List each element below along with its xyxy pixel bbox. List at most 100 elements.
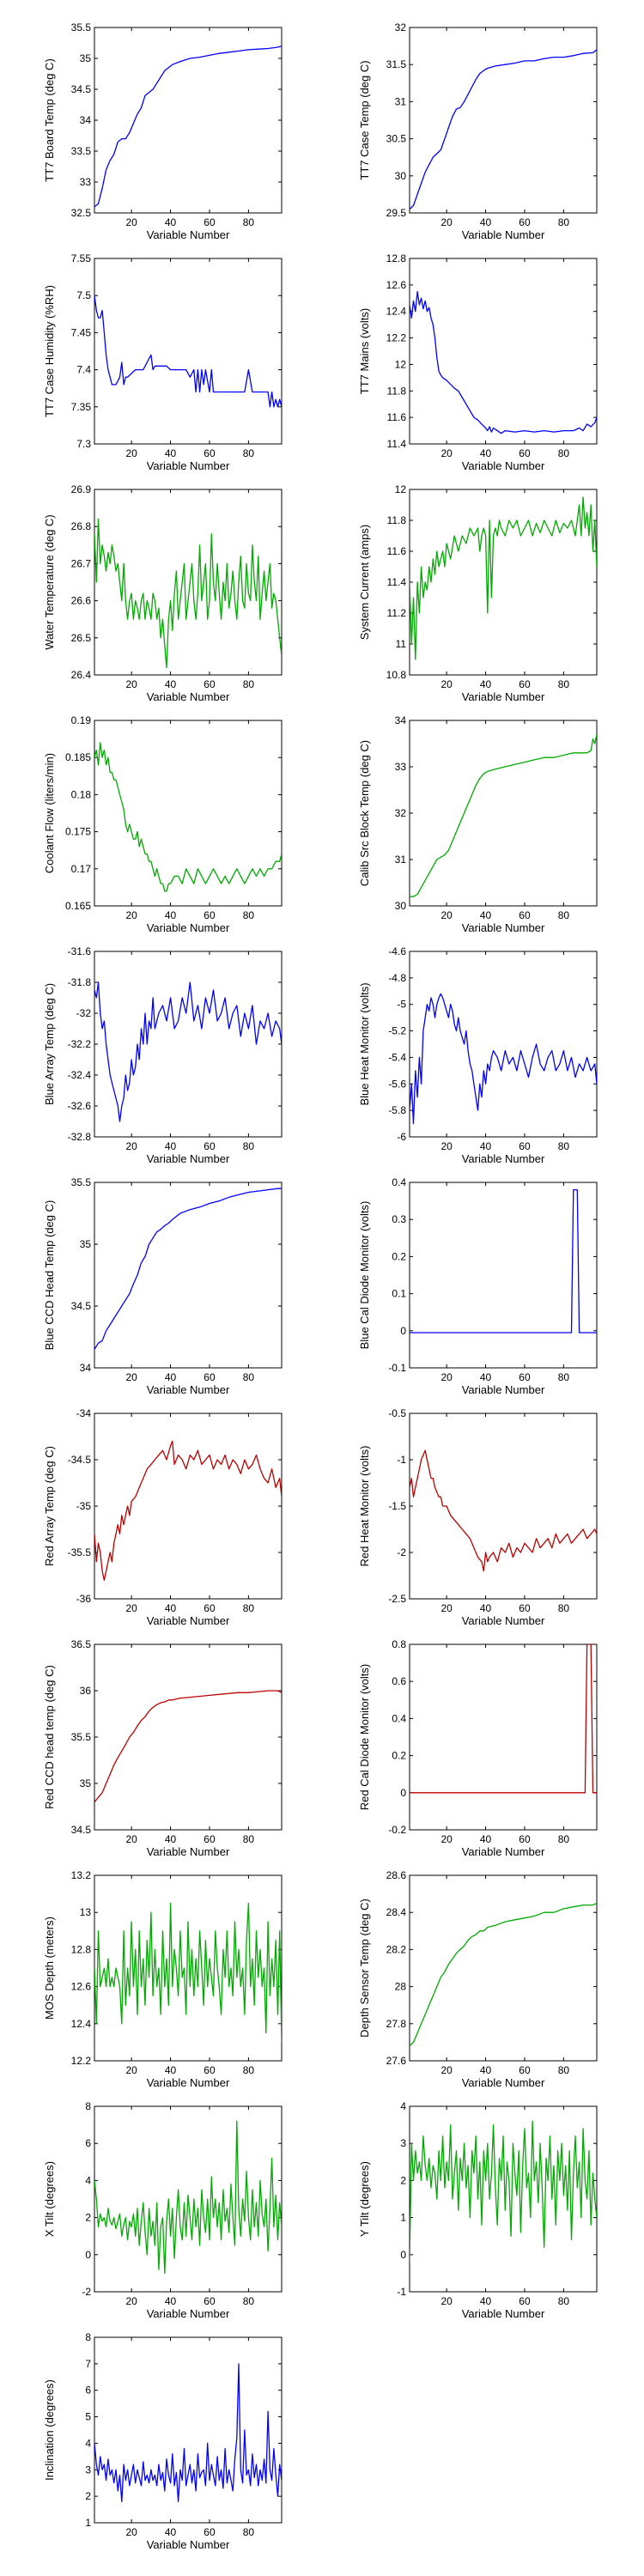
y-tick-label: -32.2: [68, 1038, 92, 1050]
x-axis-label: Variable Number: [147, 2538, 230, 2551]
plot-area: [409, 489, 598, 676]
y-tick-label: -32: [76, 1007, 92, 1019]
y-tick-label: 26.4: [71, 669, 92, 681]
y-axis-label: Blue CCD Head Temp (deg C): [43, 1200, 56, 1351]
y-tick-label: 35: [80, 52, 92, 64]
y-tick-label: 12.2: [386, 332, 407, 344]
y-tick-label: 8: [85, 2100, 91, 2112]
y-axis-label: Calib Src Block Temp (deg C): [358, 740, 371, 886]
x-tick-label: 40: [480, 1140, 492, 1152]
y-tick-label: 30: [395, 900, 407, 912]
x-axis-label: Variable Number: [147, 228, 230, 241]
plot-area: [409, 1413, 598, 1600]
plot-area: [94, 27, 283, 214]
x-axis-label: Variable Number: [147, 1152, 230, 1165]
x-tick-label: 40: [480, 678, 492, 690]
x-tick-label: 20: [125, 909, 137, 921]
y-tick-label: 11.8: [387, 385, 407, 397]
y-tick-label: 6: [85, 2137, 91, 2149]
y-tick-label: -5: [397, 999, 406, 1011]
x-tick-label: 60: [519, 2295, 531, 2307]
y-tick-label: 0.2: [392, 1750, 406, 1762]
y-tick-label: -4.6: [388, 945, 406, 957]
chart-panel: 20 40 60 80 -0.1 0 0.1 0.2 0.3 0.4 Variable Number…: [358, 1176, 598, 1396]
y-tick-label: 0.6: [392, 1675, 406, 1687]
y-tick-label: 12.6: [71, 1981, 92, 1993]
plot-area: [409, 1643, 598, 1831]
x-tick-label: 20: [125, 1833, 137, 1845]
x-tick-label: 60: [204, 909, 216, 921]
series-line: [410, 496, 597, 660]
y-tick-label: 0.165: [65, 900, 91, 912]
y-tick-label: 28.2: [386, 1943, 407, 1955]
series-line: [410, 2120, 597, 2263]
series-line: [410, 49, 597, 210]
y-tick-label: 1: [400, 2212, 406, 2224]
x-axis-label: Variable Number: [462, 921, 545, 934]
x-tick-label: 60: [204, 1833, 216, 1845]
y-tick-label: 36: [80, 1685, 92, 1697]
x-tick-label: 40: [480, 1833, 492, 1845]
y-tick-label: 34: [80, 1362, 92, 1374]
y-axis-label: MOS Depth (meters): [43, 1917, 56, 2020]
chart-panel: 20 40 60 80 -32.8 -32.6 -32.4 -32.2 -32 -31.8 -31.…: [43, 945, 283, 1165]
x-tick-label: 40: [480, 1602, 492, 1614]
series-line: [94, 2120, 282, 2275]
y-tick-label: 26.8: [71, 520, 92, 532]
x-tick-label: 60: [204, 1602, 216, 1614]
y-tick-label: -6: [397, 1131, 406, 1143]
y-tick-label: -35.5: [68, 1546, 92, 1558]
x-axis-label: Variable Number: [147, 690, 230, 703]
y-tick-label: 31: [395, 854, 407, 866]
x-tick-label: 20: [440, 678, 453, 690]
x-tick-label: 60: [519, 1371, 531, 1383]
y-tick-label: -2: [397, 1546, 406, 1558]
y-tick-label: 0.8: [392, 1638, 406, 1650]
y-tick-label: 32.5: [71, 207, 92, 219]
y-tick-label: 27.8: [386, 2018, 407, 2030]
y-tick-label: 2: [400, 2174, 406, 2186]
y-tick-label: -0.1: [388, 1362, 406, 1374]
x-tick-label: 20: [125, 1371, 137, 1383]
x-tick-label: 60: [204, 2526, 216, 2538]
x-tick-label: 60: [519, 1140, 531, 1152]
y-axis-label: Red Cal Diode Monitor (volts): [358, 1664, 371, 1811]
y-tick-label: 0: [85, 2249, 91, 2261]
y-axis-label: TT7 Case Temp (deg C): [358, 60, 371, 179]
chart-panel: 20 40 60 80 -0.2 0 0.2 0.4 0.6 0.8 Variable Number…: [358, 1638, 598, 1858]
x-tick-label: 20: [440, 447, 453, 459]
plot-area: [94, 1643, 283, 1831]
x-axis-label: Variable Number: [462, 459, 545, 472]
x-axis-label: Variable Number: [462, 1383, 545, 1396]
series-line: [410, 1188, 597, 1334]
x-tick-label: 20: [440, 2064, 453, 2076]
y-axis-label: TT7 Case Humidity (%RH): [43, 285, 56, 417]
x-tick-label: 80: [243, 2526, 255, 2538]
y-tick-label: -4.8: [388, 972, 406, 984]
y-tick-label: 0: [400, 1325, 406, 1337]
y-tick-label: 0: [400, 1787, 406, 1799]
y-tick-label: 26.6: [71, 595, 92, 607]
chart-panel: 20 40 60 80 12.2 12.4 12.6 12.8 13 13.2 Variable N…: [43, 1869, 283, 2089]
plot-area: [94, 489, 283, 676]
x-tick-label: 80: [243, 909, 255, 921]
y-tick-label: 33: [80, 176, 92, 188]
y-tick-label: 33: [395, 761, 407, 773]
plot-area: [94, 720, 283, 907]
chart-panel: 20 40 60 80 27.6 27.8 28 28.2 28.4 28.6 Variable N…: [358, 1869, 598, 2089]
y-tick-label: 12.4: [386, 306, 407, 318]
x-tick-label: 40: [165, 2526, 177, 2538]
y-tick-label: 29.5: [386, 207, 407, 219]
chart-panel: 20 40 60 80 -1 0 1 2 3 4 Variable Number Y Tilt (de…: [358, 2100, 598, 2320]
x-tick-label: 80: [243, 1833, 255, 1845]
y-tick-label: 35.5: [71, 1176, 92, 1188]
y-tick-label: 7: [85, 2358, 91, 2370]
series-line: [94, 1690, 282, 1803]
x-tick-label: 20: [440, 1371, 453, 1383]
series-line: [94, 981, 282, 1122]
chart-panel: 20 40 60 80 29.5 30 30.5 31 31.5 32 Variable Numbe…: [358, 21, 598, 241]
y-tick-label: 1: [85, 2517, 91, 2529]
series-line: [94, 2363, 282, 2502]
y-tick-label: -1: [397, 2286, 406, 2298]
y-tick-label: 28.4: [386, 1906, 407, 1918]
